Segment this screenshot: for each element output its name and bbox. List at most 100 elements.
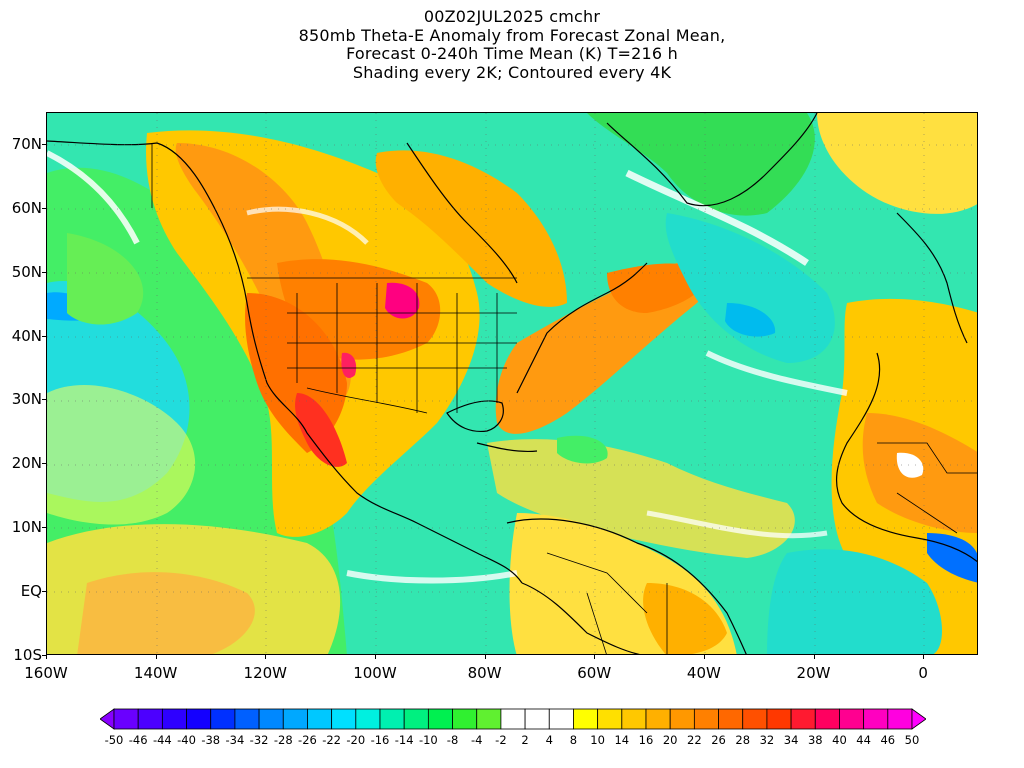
map-plot-area bbox=[46, 112, 978, 655]
white-band bbox=[646, 510, 828, 539]
latitude-label: 20N bbox=[11, 454, 42, 473]
longitude-label: 0 bbox=[918, 664, 928, 682]
latitude-label: 60N bbox=[11, 198, 42, 217]
colorbar-label: -34 bbox=[225, 733, 245, 747]
latitude-label: 50N bbox=[11, 262, 42, 281]
colorbar-swatch bbox=[766, 708, 792, 730]
colorbar-label: -2 bbox=[495, 733, 507, 747]
colorbar-swatch bbox=[427, 708, 453, 730]
latitude-tick bbox=[42, 143, 46, 145]
us-east-coast bbox=[516, 262, 648, 394]
colorbar-label: 44 bbox=[856, 733, 871, 747]
colorbar-label: -50 bbox=[104, 733, 124, 747]
colorbar-swatch bbox=[282, 708, 308, 730]
colorbar-swatch bbox=[645, 708, 671, 730]
gulf-of-mexico-coast bbox=[446, 400, 504, 433]
latitude-label: EQ bbox=[20, 582, 42, 601]
latitude-tick bbox=[42, 399, 46, 401]
longitude-tick bbox=[813, 655, 815, 659]
colorbar-swatch bbox=[621, 708, 647, 730]
colorbar-label: 20 bbox=[662, 733, 678, 747]
south-america-borders bbox=[546, 552, 668, 654]
latitude-label: 40N bbox=[11, 326, 42, 345]
longitude-tick bbox=[484, 655, 486, 659]
white-band bbox=[346, 570, 518, 584]
latitude-tick bbox=[42, 271, 46, 273]
colorbar-swatch bbox=[186, 708, 212, 730]
colorbar-swatch bbox=[597, 708, 623, 730]
south-america-west-coast bbox=[521, 582, 640, 654]
colorbar-swatch bbox=[113, 708, 139, 730]
colorbar-label: -44 bbox=[152, 733, 172, 747]
longitude-label: 100W bbox=[353, 664, 397, 682]
cuba-outline bbox=[476, 442, 538, 453]
white-band bbox=[705, 350, 848, 396]
north-atlantic-blue-patch bbox=[725, 303, 776, 337]
latitude-tick bbox=[42, 207, 46, 209]
colorbar-swatch bbox=[137, 708, 163, 730]
latitude-label: 70N bbox=[11, 134, 42, 153]
brazil-orange bbox=[643, 583, 727, 654]
hudson-bay-coast bbox=[406, 142, 518, 284]
south-atlantic-cyan bbox=[767, 549, 942, 654]
longitude-label: 120W bbox=[243, 664, 288, 682]
colorbar-label: 28 bbox=[735, 733, 751, 747]
longitude-tick bbox=[923, 655, 925, 659]
colorbar-label: -32 bbox=[249, 733, 269, 747]
chart-title: 00Z02JUL2025 cmchr 850mb Theta-E Anomaly… bbox=[0, 7, 1024, 82]
europe-coast bbox=[896, 212, 968, 344]
title-line-4: Shading every 2K; Contoured every 4K bbox=[352, 62, 672, 82]
longitude-label: 80W bbox=[467, 664, 502, 682]
colorbar-label: -46 bbox=[128, 733, 148, 747]
colorbar-swatch bbox=[307, 708, 333, 730]
southwest-pink-spot bbox=[341, 352, 357, 379]
colorbar-label: -22 bbox=[322, 733, 342, 747]
africa-west-coast bbox=[836, 352, 977, 563]
anomaly-map bbox=[47, 113, 977, 654]
colorbar-label: 26 bbox=[711, 733, 726, 747]
longitude-label: 140W bbox=[133, 664, 178, 682]
colorbar-label: 14 bbox=[614, 733, 630, 747]
latitude-tick bbox=[42, 655, 46, 656]
white-band bbox=[625, 169, 809, 266]
latitude-tick bbox=[42, 591, 46, 593]
colorbar-label: 46 bbox=[880, 733, 896, 747]
colorbar-swatch bbox=[234, 708, 260, 730]
colorbar-label: -14 bbox=[394, 733, 414, 747]
pacific-coast bbox=[47, 140, 523, 584]
sahara-white-spot bbox=[896, 452, 924, 478]
colorbar-label: 10 bbox=[590, 733, 605, 747]
colorbar-label: 8 bbox=[569, 733, 578, 747]
colorbar-label: -26 bbox=[298, 733, 317, 747]
longitude-tick bbox=[265, 655, 267, 659]
africa-borders bbox=[877, 442, 977, 534]
colorbar-swatch bbox=[161, 708, 187, 730]
colorbar-swatch bbox=[693, 708, 719, 730]
latitude-label: 10N bbox=[11, 518, 42, 537]
gulf-guinea-blue bbox=[927, 533, 977, 583]
colorbar-label: 50 bbox=[904, 733, 920, 747]
greenland-coast bbox=[606, 113, 818, 207]
colorbar-label: 16 bbox=[638, 733, 654, 747]
latitude-tick bbox=[42, 527, 46, 529]
south-america-north-coast bbox=[506, 518, 747, 654]
longitude-tick bbox=[374, 655, 376, 659]
title-line-2: 850mb Theta-E Anomaly from Forecast Zona… bbox=[298, 25, 726, 45]
colorbar-swatch bbox=[718, 708, 744, 730]
colorbar-swatch bbox=[210, 708, 236, 730]
colorbar-label: 38 bbox=[807, 733, 823, 747]
hudson-bay-orange bbox=[375, 150, 567, 307]
colorbar-swatch bbox=[548, 708, 574, 730]
latitude-label: 10S bbox=[13, 646, 42, 664]
colorbar-swatch bbox=[379, 708, 405, 730]
colorbar-min-arrow bbox=[100, 708, 115, 730]
longitude-label: 40W bbox=[686, 664, 721, 682]
equatorial-pacific-orange bbox=[77, 572, 255, 654]
gulf-alaska-green bbox=[67, 233, 144, 325]
longitude-tick bbox=[46, 655, 47, 659]
colorbar-label: 32 bbox=[759, 733, 775, 747]
colorbar-label: -4 bbox=[470, 733, 483, 747]
colorbar-label: 4 bbox=[545, 733, 553, 747]
colorbar-swatch bbox=[573, 708, 599, 730]
colorbar-swatch bbox=[452, 708, 478, 730]
